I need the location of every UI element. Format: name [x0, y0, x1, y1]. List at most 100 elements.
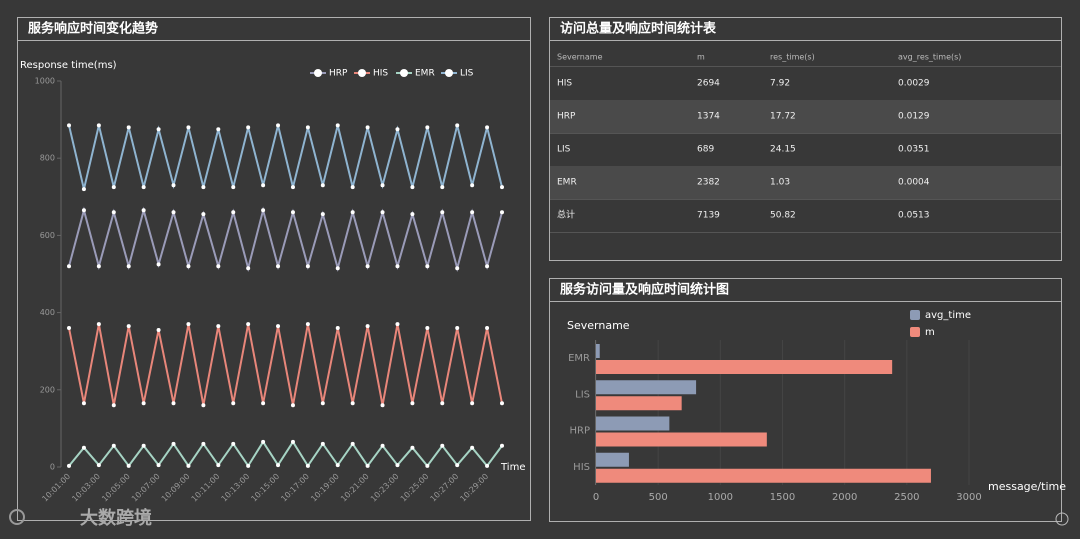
point — [201, 212, 206, 217]
point — [320, 212, 325, 217]
x-axis-label: message/time — [988, 480, 1066, 493]
table-cell: 0.0513 — [898, 211, 930, 221]
point — [455, 463, 460, 468]
bar — [596, 416, 670, 431]
point — [216, 127, 221, 132]
bar — [596, 380, 697, 395]
point — [305, 463, 310, 468]
bar — [596, 360, 893, 374]
point — [171, 401, 176, 406]
point — [350, 441, 355, 446]
point — [231, 185, 236, 190]
legend-swatch — [910, 310, 920, 320]
y-tick-label: 0 — [50, 463, 55, 472]
point — [485, 326, 490, 331]
point — [201, 185, 206, 190]
point — [96, 463, 101, 468]
point — [81, 208, 86, 213]
point — [276, 324, 281, 329]
table-cell: 24.15 — [770, 145, 796, 155]
x-tick-label: 500 — [649, 492, 668, 503]
x-tick-label: 1500 — [770, 492, 795, 503]
point — [470, 183, 475, 188]
x-tick-label: 3000 — [956, 492, 981, 503]
point — [141, 208, 146, 213]
point — [81, 401, 86, 406]
point — [335, 266, 340, 271]
clock-icon[interactable] — [1055, 512, 1069, 526]
point — [350, 401, 355, 406]
point — [111, 210, 116, 215]
point — [96, 123, 101, 128]
legend-marker — [314, 69, 322, 77]
table-cell: 1374 — [697, 112, 720, 122]
y-tick-label: 1000 — [35, 77, 55, 86]
point — [231, 210, 236, 215]
point — [201, 403, 206, 408]
point — [305, 125, 310, 130]
point — [335, 123, 340, 128]
table-cell: EMR — [557, 178, 577, 188]
y-tick-label: 800 — [40, 154, 55, 163]
table-cell: HRP — [557, 112, 576, 122]
point — [365, 324, 370, 329]
panel-title: 访问总量及响应时间统计表 — [560, 21, 717, 37]
legend-label: LIS — [460, 69, 474, 79]
bar — [596, 468, 931, 483]
point — [290, 210, 295, 215]
point — [81, 445, 86, 450]
panel — [549, 278, 1062, 522]
point — [410, 212, 415, 217]
point — [246, 125, 251, 130]
point — [141, 401, 146, 406]
point — [126, 264, 131, 269]
point — [485, 463, 490, 468]
table-row-bg — [550, 166, 1061, 199]
point — [335, 326, 340, 331]
table-cell: LIS — [557, 145, 571, 155]
point — [500, 210, 504, 215]
point — [186, 125, 191, 130]
point — [425, 264, 430, 269]
point — [335, 463, 340, 468]
bar — [596, 396, 682, 411]
y-tick-label: 600 — [40, 231, 55, 240]
table-cell: 0.0029 — [898, 79, 930, 89]
line — [68, 206, 503, 273]
point — [380, 403, 385, 408]
point — [500, 443, 504, 448]
point — [141, 443, 146, 448]
bar — [596, 344, 600, 358]
point — [350, 185, 355, 190]
point — [320, 183, 325, 188]
table-header: avg_res_time(s) — [898, 53, 961, 62]
bar — [596, 432, 767, 447]
point — [186, 322, 191, 327]
x-axis-label: Time — [500, 462, 525, 473]
x-tick-label: 2500 — [894, 492, 919, 503]
point — [410, 445, 415, 450]
point — [246, 463, 251, 468]
legend-marker — [445, 69, 453, 77]
point — [186, 264, 191, 269]
point — [380, 443, 385, 448]
point — [67, 123, 71, 128]
point — [290, 439, 295, 444]
table-cell: 2694 — [697, 79, 720, 89]
panel — [549, 17, 1062, 261]
point — [276, 264, 281, 269]
point — [111, 185, 116, 190]
point — [395, 322, 400, 327]
point — [216, 324, 221, 329]
y-tick-label: EMR — [568, 353, 590, 364]
logo — [9, 509, 25, 525]
y-tick-label: HRP — [570, 426, 591, 437]
panel-title: 服务访问量及响应时间统计图 — [560, 282, 729, 298]
point — [305, 264, 310, 269]
point — [231, 401, 236, 406]
line — [68, 323, 503, 406]
point — [440, 185, 445, 190]
point — [276, 463, 281, 468]
y-tick-label: 200 — [40, 385, 55, 394]
